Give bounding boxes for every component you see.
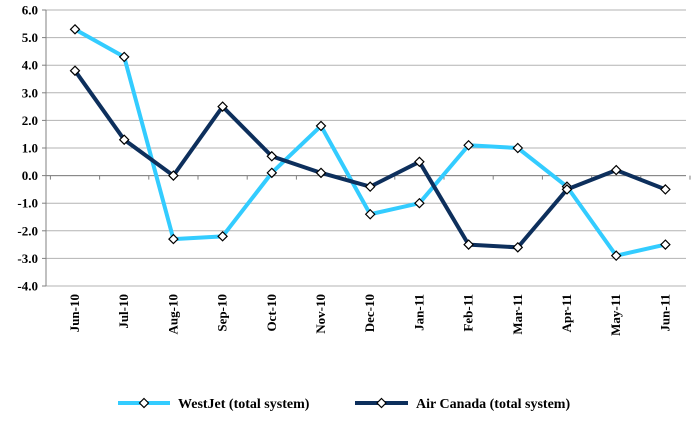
data-point <box>610 164 622 176</box>
series-line <box>73 27 668 258</box>
data-point <box>512 242 524 253</box>
y-tick-label: 1.0 <box>22 141 38 156</box>
x-tick-label: Nov-10 <box>313 294 328 334</box>
data-point <box>315 167 327 179</box>
y-tick-label: 5.0 <box>22 30 38 45</box>
gridlines <box>46 9 686 287</box>
y-tick-label: -3.0 <box>17 251 38 266</box>
data-point <box>217 101 228 112</box>
y-tick-label: -1.0 <box>17 196 38 211</box>
y-tick-labels: 6.0 5.0 4.0 3.0 2.0 1.0 0.0 -1.0 -2.0 -3.0 -4.0 <box>17 3 38 294</box>
data-point <box>463 139 474 151</box>
legend-label: WestJet (total system) <box>178 397 310 412</box>
legend-item-air-canada: Air Canada (total system) <box>355 397 570 412</box>
data-point <box>217 230 228 242</box>
data-point <box>69 65 81 77</box>
series-air-canada <box>69 65 671 253</box>
x-tick-label: Oct-10 <box>264 294 279 332</box>
legend-marker <box>138 397 150 409</box>
data-point <box>660 184 671 195</box>
legend-marker <box>376 397 387 409</box>
data-point <box>463 239 474 250</box>
data-point <box>168 233 179 245</box>
y-tick-label: 3.0 <box>22 85 38 100</box>
data-point <box>266 167 278 179</box>
y-tick-label: -4.0 <box>17 279 38 294</box>
x-tick-label: Sep-10 <box>215 294 230 332</box>
data-point <box>266 150 278 162</box>
x-tick-label: Jul-10 <box>116 294 131 329</box>
x-tick-label: Apr-11 <box>559 294 574 333</box>
data-point <box>364 181 376 192</box>
x-tick-label: Jun-10 <box>67 294 82 332</box>
y-tick-label: 6.0 <box>22 3 38 18</box>
data-point <box>118 51 130 63</box>
data-point <box>610 250 622 261</box>
legend-label: Air Canada (total system) <box>416 397 570 412</box>
x-tick-label: Dec-10 <box>362 294 377 332</box>
x-tick-label: Jan-11 <box>411 294 426 331</box>
data-point <box>69 23 81 35</box>
y-tick-label: 4.0 <box>22 58 38 73</box>
legend-item-westjet: WestJet (total system) <box>118 397 310 412</box>
y-tick-label: 2.0 <box>22 113 38 128</box>
data-point <box>414 197 425 209</box>
data-point <box>315 120 327 132</box>
y-tick-label: -2.0 <box>17 223 38 238</box>
x-tick-label: Aug-10 <box>165 294 180 334</box>
axes <box>42 9 691 287</box>
data-point <box>512 142 524 154</box>
data-point <box>561 184 573 195</box>
data-point <box>414 156 425 168</box>
series-line <box>73 68 668 250</box>
x-tick-label: Feb-11 <box>461 294 476 332</box>
data-point <box>364 208 376 220</box>
x-tick-label: Mar-11 <box>510 294 525 335</box>
x-tick-labels: Jun-10 Jul-10 Aug-10 Sep-10 Oct-10 Nov-10 Dec-… <box>67 294 672 336</box>
x-tick-label: May-11 <box>608 294 623 336</box>
data-point <box>168 170 179 181</box>
series-group <box>69 23 671 261</box>
data-point <box>118 134 130 146</box>
y-tick-label: 0.0 <box>22 168 38 183</box>
legend: WestJet (total system) Air Canada (total … <box>118 397 570 412</box>
series-westjet <box>69 23 671 261</box>
x-tick-label: Jun-11 <box>657 294 672 332</box>
data-point <box>660 239 671 250</box>
